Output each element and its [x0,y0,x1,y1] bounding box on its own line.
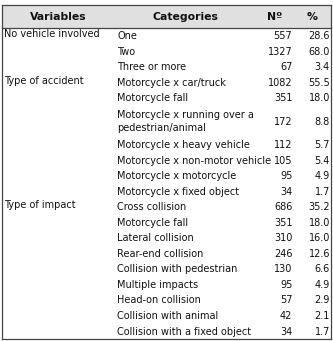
Text: 67: 67 [280,62,292,72]
Text: 5.4: 5.4 [315,155,330,165]
Text: 95: 95 [280,171,292,181]
Text: 2.9: 2.9 [315,295,330,306]
Text: Motorcycle fall: Motorcycle fall [117,93,188,103]
Text: 1.7: 1.7 [315,327,330,337]
Text: %: % [307,12,318,22]
Text: Categories: Categories [153,12,218,22]
Text: Motorcycle x non-motor vehicle: Motorcycle x non-motor vehicle [117,155,271,165]
Text: 1327: 1327 [268,47,292,57]
Text: 3.4: 3.4 [315,62,330,72]
Text: 55.5: 55.5 [308,78,330,88]
Text: 16.0: 16.0 [309,233,330,243]
Text: Collision with animal: Collision with animal [117,311,218,321]
Text: 4.9: 4.9 [315,280,330,290]
Text: 130: 130 [274,264,292,275]
Text: Motorcycle x running over a
pedestrian/animal: Motorcycle x running over a pedestrian/a… [117,110,254,133]
Text: 557: 557 [274,31,292,41]
Text: 18.0: 18.0 [309,93,330,103]
Text: Motorcycle x car/truck: Motorcycle x car/truck [117,78,226,88]
Text: 246: 246 [274,249,292,259]
Text: One: One [117,31,137,41]
Text: 351: 351 [274,218,292,228]
Text: Cross collision: Cross collision [117,202,186,212]
Text: Collision with pedestrian: Collision with pedestrian [117,264,237,275]
Text: 1.7: 1.7 [315,187,330,197]
Text: 57: 57 [280,295,292,306]
Text: Lateral collision: Lateral collision [117,233,194,243]
Text: Multiple impacts: Multiple impacts [117,280,198,290]
Text: No vehicle involved: No vehicle involved [4,29,100,40]
Text: Head-on collision: Head-on collision [117,295,201,306]
Text: Motorcycle x motorcycle: Motorcycle x motorcycle [117,171,236,181]
Text: Type of impact: Type of impact [4,201,76,210]
Text: 28.6: 28.6 [308,31,330,41]
Text: 310: 310 [274,233,292,243]
Text: Three or more: Three or more [117,62,186,72]
Text: 18.0: 18.0 [309,218,330,228]
Text: Type of accident: Type of accident [4,76,84,86]
Text: 6.6: 6.6 [315,264,330,275]
Text: 686: 686 [274,202,292,212]
Text: Variables: Variables [30,12,87,22]
Text: 1082: 1082 [268,78,292,88]
Text: 34: 34 [280,327,292,337]
Text: 12.6: 12.6 [308,249,330,259]
Text: 4.9: 4.9 [315,171,330,181]
Text: 105: 105 [274,155,292,165]
Text: 2.1: 2.1 [315,311,330,321]
Text: Nº: Nº [267,12,282,22]
Text: 351: 351 [274,93,292,103]
Text: Rear-end collision: Rear-end collision [117,249,203,259]
Text: 5.7: 5.7 [314,140,330,150]
Text: 112: 112 [274,140,292,150]
Text: Two: Two [117,47,135,57]
Text: 42: 42 [280,311,292,321]
Text: Motorcycle x fixed object: Motorcycle x fixed object [117,187,239,197]
Text: 35.2: 35.2 [308,202,330,212]
Text: 95: 95 [280,280,292,290]
Bar [2,5,331,28]
Text: Motorcycle x heavy vehicle: Motorcycle x heavy vehicle [117,140,250,150]
Text: Motorcycle fall: Motorcycle fall [117,218,188,228]
Text: Collision with a fixed object: Collision with a fixed object [117,327,251,337]
Text: 172: 172 [274,117,292,127]
Text: 34: 34 [280,187,292,197]
Text: 8.8: 8.8 [315,117,330,127]
Text: 68.0: 68.0 [309,47,330,57]
